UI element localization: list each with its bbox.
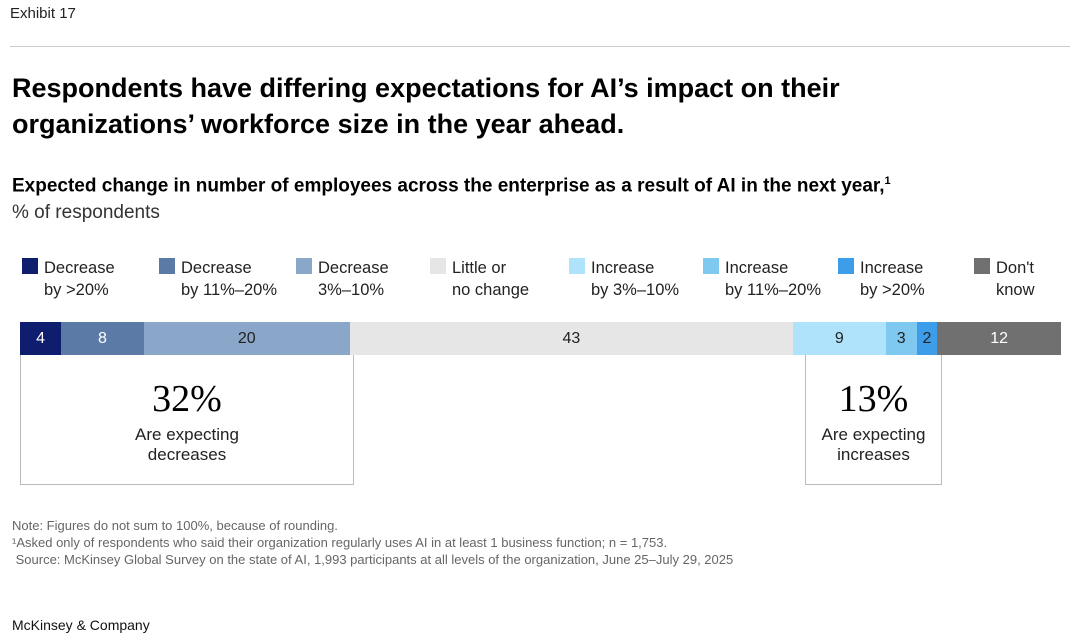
bar-segment: 43	[349, 322, 793, 355]
legend-swatch	[296, 258, 312, 274]
data-label: 2	[922, 329, 932, 347]
legend-item: Don't know	[974, 257, 1035, 301]
page-title: Respondents have differing expectations …	[12, 73, 840, 139]
chart-title: Expected change in number of employees a…	[12, 175, 891, 197]
legend-label: Little or	[452, 259, 507, 277]
callout-decreases: 32% Are expecting decreases	[20, 355, 354, 485]
brand-logo: McKinsey & Company	[12, 617, 150, 633]
legend-label: by 11%–20%	[725, 281, 822, 299]
legend-item: Decrease 3%–10%	[296, 257, 389, 301]
callout-value: 32%	[152, 378, 222, 420]
legend-label: Increase	[725, 259, 789, 277]
callout-label: decreases	[147, 445, 227, 464]
legend-label: by 3%–10%	[591, 281, 680, 299]
data-label: 12	[990, 329, 1008, 347]
data-label: 4	[36, 329, 46, 347]
bar-segment: 2	[916, 322, 938, 355]
data-label: 20	[237, 329, 256, 347]
legend-item: Little or no change	[430, 257, 529, 301]
legend-label: by >20%	[860, 281, 925, 299]
legend-swatch	[703, 258, 719, 274]
notes: Note: Figures do not sum to 100%, becaus…	[12, 517, 733, 568]
data-label: 9	[834, 329, 844, 347]
bar-segment: 9	[792, 322, 886, 355]
legend-item: Decrease by 11%–20%	[159, 257, 277, 301]
legend-label: Decrease	[181, 259, 252, 277]
note-line: Note: Figures do not sum to 100%, becaus…	[12, 518, 338, 533]
chart-title-text: Expected change in number of employees a…	[12, 175, 885, 197]
legend-item: Increase by 3%–10%	[569, 257, 679, 301]
note-line: Source: McKinsey Global Survey on the st…	[12, 552, 734, 567]
divider	[10, 46, 1070, 47]
legend-swatch	[974, 258, 990, 274]
legend-item: Increase by >20%	[838, 257, 925, 301]
callout-value: 13%	[838, 378, 909, 420]
legend-swatch	[838, 258, 854, 274]
bar-segment: 3	[885, 322, 917, 355]
data-label: 8	[97, 329, 107, 347]
data-label: 43	[562, 329, 581, 347]
bar-segment: 20	[143, 322, 350, 355]
legend-item: Increase by 11%–20%	[703, 257, 821, 301]
legend-label: Don't	[996, 259, 1035, 277]
callout-label: Are expecting	[821, 425, 926, 444]
legend-label: Decrease	[44, 259, 115, 277]
legend-label: by >20%	[44, 281, 109, 299]
stacked-bar: 4 8 20 43 9 3 2 12	[20, 322, 1061, 355]
bar-segment: 12	[937, 322, 1061, 355]
data-label: 3	[896, 329, 906, 347]
note-line: ¹Asked only of respondents who said thei…	[12, 535, 668, 550]
bar-segment: 4	[20, 322, 62, 355]
legend-label: 3%–10%	[318, 281, 385, 299]
legend-swatch	[22, 258, 38, 274]
callout-label: increases	[837, 445, 910, 464]
bar-segment: 8	[61, 322, 144, 355]
callout-label: Are expecting	[135, 425, 239, 444]
footnote-marker: 1	[884, 175, 891, 187]
exhibit-label: Exhibit 17	[10, 5, 76, 22]
legend-swatch	[569, 258, 585, 274]
legend-label: Decrease	[318, 259, 389, 277]
legend-label: no change	[452, 281, 530, 299]
chart-unit: % of respondents	[12, 202, 160, 223]
callout-increases: 13% Are expecting increases	[805, 355, 942, 485]
legend-swatch	[430, 258, 446, 274]
legend-swatch	[159, 258, 175, 274]
legend-label: Increase	[591, 259, 655, 277]
legend-item: Decrease by >20%	[22, 257, 115, 301]
legend-label: by 11%–20%	[181, 281, 278, 299]
legend-label: know	[996, 281, 1035, 299]
legend-label: Increase	[860, 259, 924, 277]
